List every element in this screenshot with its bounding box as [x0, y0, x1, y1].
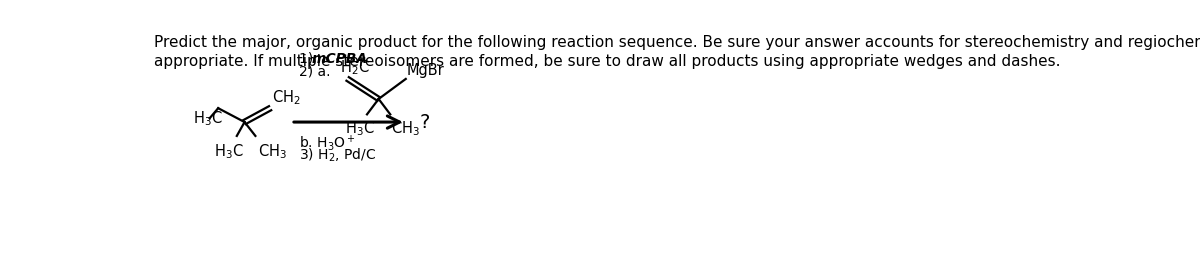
Text: CH$_3$: CH$_3$ — [391, 120, 420, 138]
Text: CH$_3$: CH$_3$ — [258, 142, 287, 161]
Text: H$_3$C: H$_3$C — [193, 109, 222, 128]
Text: 3) H$_2$, Pd/C: 3) H$_2$, Pd/C — [299, 147, 377, 164]
Text: H$_3$C: H$_3$C — [214, 142, 244, 161]
Text: b. H$_3$O$^+$: b. H$_3$O$^+$ — [299, 134, 355, 153]
Text: appropriate. If multiple stereoisomers are formed, be sure to draw all products : appropriate. If multiple stereoisomers a… — [154, 54, 1061, 69]
Text: Predict the major, organic product for the following reaction sequence. Be sure : Predict the major, organic product for t… — [154, 35, 1200, 50]
Text: H$_3$C: H$_3$C — [344, 120, 374, 138]
Text: mCPBA: mCPBA — [312, 52, 368, 66]
Text: H$_2$C: H$_2$C — [340, 59, 370, 77]
Text: MgBr: MgBr — [407, 63, 444, 78]
Text: CH$_2$: CH$_2$ — [271, 88, 300, 107]
Text: 1): 1) — [299, 52, 318, 66]
Text: 2) a.: 2) a. — [299, 65, 330, 79]
Text: ?: ? — [420, 113, 430, 132]
